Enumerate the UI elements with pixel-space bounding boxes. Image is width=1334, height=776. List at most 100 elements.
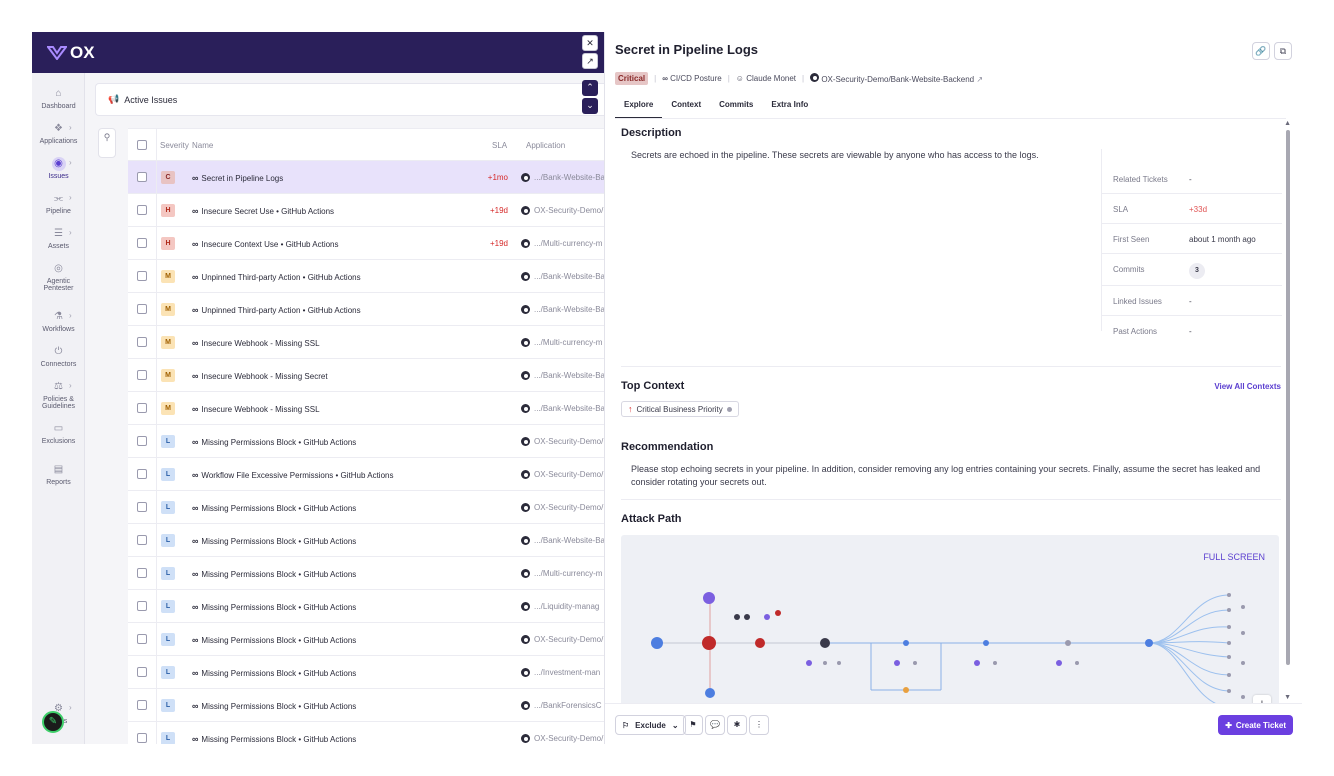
- previous-issue-button[interactable]: ⌃: [582, 80, 598, 96]
- issue-name[interactable]: ∞ Missing Permissions Block • GitHub Acti…: [192, 503, 356, 513]
- table-row[interactable]: L ∞ Missing Permissions Block • GitHub Act…: [128, 722, 604, 744]
- column-sla[interactable]: SLA: [492, 141, 508, 150]
- tab-explore[interactable]: Explore: [615, 96, 663, 119]
- table-row[interactable]: L ∞ Missing Permissions Block • GitHub Act…: [128, 623, 604, 656]
- column-application[interactable]: Application: [526, 141, 566, 150]
- select-all-checkbox[interactable]: [137, 140, 147, 150]
- copy-button[interactable]: ⧉: [1274, 42, 1292, 60]
- row-checkbox[interactable]: [137, 172, 147, 182]
- issue-name[interactable]: ∞ Missing Permissions Block • GitHub Acti…: [192, 734, 356, 744]
- issue-name[interactable]: ∞ Missing Permissions Block • GitHub Acti…: [192, 437, 356, 447]
- application[interactable]: .../Multi-currency-m: [521, 338, 602, 347]
- row-checkbox[interactable]: [137, 733, 147, 743]
- sidebar-item-workflows[interactable]: ⚗ › Workflows: [32, 310, 85, 333]
- row-checkbox[interactable]: [137, 700, 147, 710]
- row-checkbox[interactable]: [137, 337, 147, 347]
- table-row[interactable]: M ∞ Insecure Webhook - Missing Secret .../B…: [128, 359, 605, 392]
- issue-name[interactable]: ∞ Insecure Secret Use • GitHub Actions: [192, 206, 334, 216]
- tab-context[interactable]: Context: [671, 100, 702, 109]
- zoom-in-button[interactable]: +: [1253, 695, 1271, 703]
- issue-name[interactable]: ∞ Missing Permissions Block • GitHub Acti…: [192, 635, 356, 645]
- application[interactable]: .../Bank-Website-Ba: [521, 173, 605, 182]
- row-checkbox[interactable]: [137, 469, 147, 479]
- ox-logo[interactable]: OX: [47, 43, 95, 63]
- scrollbar-thumb[interactable]: [1286, 130, 1290, 665]
- table-row[interactable]: M ∞ Unpinned Third-party Action • GitHub A…: [128, 293, 605, 326]
- row-checkbox[interactable]: [137, 271, 147, 281]
- application[interactable]: .../Multi-currency-m: [521, 239, 602, 248]
- table-row[interactable]: H ∞ Insecure Context Use • GitHub Actions +…: [128, 227, 604, 260]
- sidebar-item-reports[interactable]: ▤ Reports: [32, 463, 85, 486]
- scroll-up-arrow[interactable]: ▲: [1284, 120, 1291, 127]
- application[interactable]: OX-Security-Demo/: [521, 635, 603, 644]
- application[interactable]: .../Bank-Website-Ba: [521, 371, 605, 380]
- sidebar-item-dashboard[interactable]: ⌂ Dashboard: [32, 87, 85, 110]
- application[interactable]: .../Bank-Website-Ba: [521, 404, 605, 413]
- application[interactable]: .../Multi-currency-m: [521, 569, 602, 578]
- application[interactable]: OX-Security-Demo/: [521, 437, 603, 446]
- application[interactable]: .../Bank-Website-Ba: [521, 272, 605, 281]
- full-screen-button[interactable]: FULL SCREEN: [1203, 552, 1265, 562]
- issue-name[interactable]: ∞ Secret in Pipeline Logs: [192, 173, 283, 183]
- column-name[interactable]: Name: [192, 141, 214, 150]
- row-checkbox[interactable]: [137, 601, 147, 611]
- issue-name[interactable]: ∞ Missing Permissions Block • GitHub Acti…: [192, 668, 356, 678]
- table-row[interactable]: M ∞ Unpinned Third-party Action • GitHub A…: [128, 260, 605, 293]
- issue-name[interactable]: ∞ Insecure Webhook - Missing SSL: [192, 338, 320, 348]
- issue-name[interactable]: ∞ Missing Permissions Block • GitHub Acti…: [192, 602, 356, 612]
- application[interactable]: .../BankForensicsC: [521, 701, 602, 710]
- filter-toggle-button[interactable]: ⚲: [98, 128, 116, 158]
- slack-button[interactable]: ✱: [727, 715, 747, 735]
- issue-name[interactable]: ∞ Workflow File Excessive Permissions • G…: [192, 470, 393, 480]
- table-row[interactable]: H ∞ Insecure Secret Use • GitHub Actions +1…: [128, 194, 604, 227]
- table-row[interactable]: L ∞ Workflow File Excessive Permissions • …: [128, 458, 604, 491]
- commit-count-badge[interactable]: 3: [1189, 263, 1205, 279]
- active-issues-header[interactable]: 📢 Active Issues: [95, 83, 604, 116]
- issue-name[interactable]: ∞ Unpinned Third-party Action • GitHub Ac…: [192, 305, 361, 315]
- table-row[interactable]: M ∞ Insecure Webhook - Missing SSL .../Bank…: [128, 392, 605, 425]
- edit-fab-button[interactable]: ✎: [42, 711, 64, 733]
- open-external-button[interactable]: ↗: [582, 53, 598, 69]
- row-checkbox[interactable]: [137, 304, 147, 314]
- row-checkbox[interactable]: [137, 502, 147, 512]
- flag-button[interactable]: ⚑: [683, 715, 703, 735]
- table-row[interactable]: M ∞ Insecure Webhook - Missing SSL .../Mult…: [128, 326, 604, 359]
- table-row[interactable]: L ∞ Missing Permissions Block • GitHub Act…: [128, 524, 605, 557]
- close-panel-button[interactable]: ✕: [582, 35, 598, 51]
- detail-value[interactable]: 3: [1189, 263, 1205, 279]
- issue-name[interactable]: ∞ Insecure Context Use • GitHub Actions: [192, 239, 339, 249]
- issue-name[interactable]: ∞ Insecure Webhook - Missing Secret: [192, 371, 328, 381]
- row-checkbox[interactable]: [137, 667, 147, 677]
- comment-button[interactable]: 💬: [705, 715, 725, 735]
- issue-name[interactable]: ∞ Missing Permissions Block • GitHub Acti…: [192, 569, 356, 579]
- column-severity[interactable]: Severity: [160, 141, 189, 150]
- application[interactable]: OX-Security-Demo/: [521, 734, 603, 743]
- copy-link-button[interactable]: 🔗: [1252, 42, 1270, 60]
- issue-name[interactable]: ∞ Unpinned Third-party Action • GitHub Ac…: [192, 272, 361, 282]
- row-checkbox[interactable]: [137, 535, 147, 545]
- row-checkbox[interactable]: [137, 436, 147, 446]
- table-row[interactable]: L ∞ Missing Permissions Block • GitHub Act…: [128, 689, 604, 722]
- issue-name[interactable]: ∞ Missing Permissions Block • GitHub Acti…: [192, 536, 356, 546]
- create-ticket-button[interactable]: ✚ Create Ticket: [1218, 715, 1293, 735]
- row-checkbox[interactable]: [137, 403, 147, 413]
- application[interactable]: .../Bank-Website-Ba: [521, 536, 605, 545]
- application[interactable]: OX-Security-Demo/: [521, 206, 603, 215]
- tab-extra-info[interactable]: Extra Info: [771, 100, 809, 109]
- view-all-contexts-link[interactable]: View All Contexts: [1214, 382, 1281, 391]
- tab-commits[interactable]: Commits: [719, 100, 754, 109]
- row-checkbox[interactable]: [137, 238, 147, 248]
- application[interactable]: .../Bank-Website-Ba: [521, 305, 605, 314]
- exclude-dropdown[interactable]: ⚐ Exclude ⌄: [615, 715, 686, 735]
- context-chip[interactable]: ↑ Critical Business Priority: [621, 401, 739, 417]
- sidebar-item-policies[interactable]: ⚖ › Policies & Guidelines: [32, 380, 85, 410]
- row-checkbox[interactable]: [137, 634, 147, 644]
- attack-path-graph[interactable]: FULL SCREEN: [621, 535, 1279, 703]
- application[interactable]: OX-Security-Demo/: [521, 470, 603, 479]
- table-row[interactable]: L ∞ Missing Permissions Block • GitHub Act…: [128, 656, 604, 689]
- sidebar-item-assets[interactable]: ☰ › Assets: [32, 227, 85, 250]
- table-row[interactable]: L ∞ Missing Permissions Block • GitHub Act…: [128, 425, 604, 458]
- issue-name[interactable]: ∞ Missing Permissions Block • GitHub Acti…: [192, 701, 356, 711]
- row-checkbox[interactable]: [137, 568, 147, 578]
- repo-link[interactable]: OX-Security-Demo/Bank-Website-Backend ↗: [810, 73, 983, 84]
